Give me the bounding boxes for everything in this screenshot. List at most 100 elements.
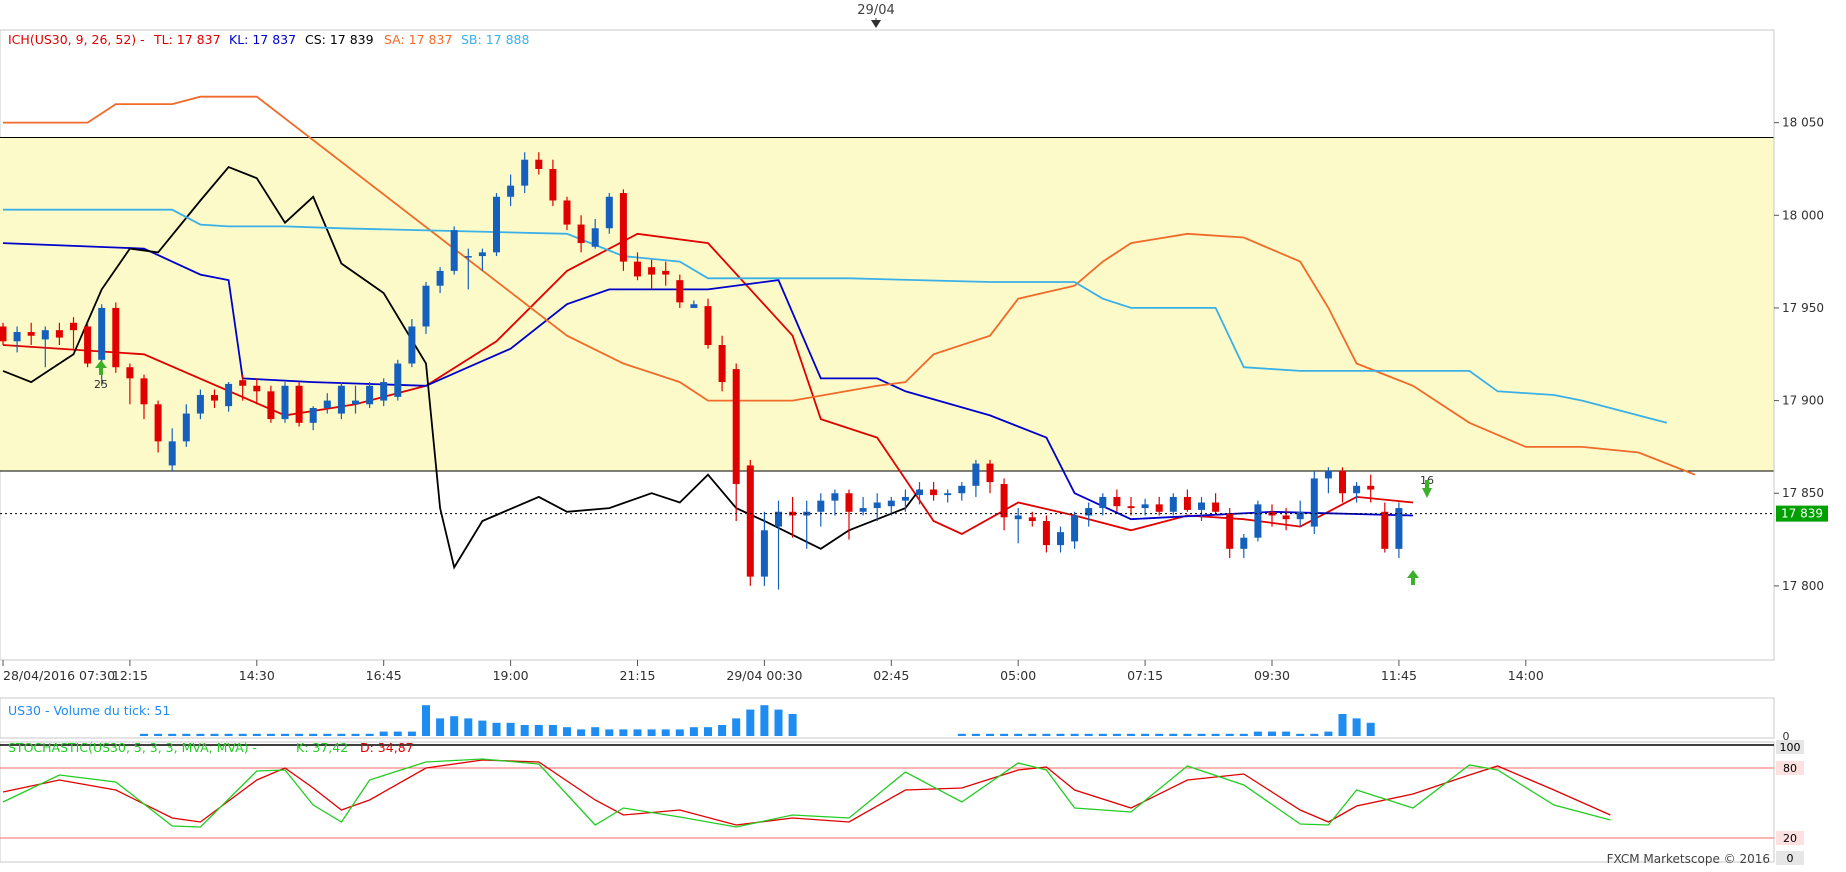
volume-bar bbox=[971, 733, 980, 736]
volume-bar bbox=[760, 705, 769, 736]
candle-body bbox=[605, 196, 613, 229]
senkou_a-line bbox=[3, 95, 1696, 476]
volume-bar bbox=[591, 727, 600, 736]
candle bbox=[84, 322, 92, 368]
candle bbox=[1282, 508, 1290, 531]
volume-bar bbox=[365, 733, 374, 736]
volume-bar bbox=[1042, 733, 1051, 736]
volume-panel[interactable] bbox=[0, 697, 1775, 739]
candle-body bbox=[549, 168, 557, 201]
candle bbox=[253, 378, 261, 405]
volume-bar bbox=[295, 733, 304, 736]
candle-body bbox=[478, 252, 486, 257]
x-tick-label-12: 14:00 bbox=[1508, 668, 1544, 683]
chikou-line bbox=[2, 166, 921, 570]
volume-bar bbox=[1366, 722, 1375, 736]
candle bbox=[901, 489, 909, 512]
candle-body bbox=[634, 261, 641, 277]
volume-bar bbox=[168, 733, 177, 736]
candle bbox=[1042, 515, 1050, 553]
candle bbox=[422, 282, 430, 334]
candle-body bbox=[1339, 471, 1346, 494]
volume-bar bbox=[704, 727, 712, 736]
candle bbox=[535, 152, 543, 175]
volume-bar bbox=[548, 725, 557, 736]
candle bbox=[577, 215, 585, 253]
candle-body bbox=[182, 413, 190, 442]
consolidation-zone bbox=[0, 136, 1774, 472]
candle bbox=[972, 459, 980, 497]
candle bbox=[986, 459, 994, 494]
candle-body bbox=[380, 382, 388, 401]
volume-bar bbox=[281, 733, 289, 736]
candle bbox=[760, 511, 768, 586]
volume-bar bbox=[1268, 731, 1276, 736]
y-tick-label-1: 18 000 bbox=[1782, 208, 1824, 222]
candle bbox=[521, 152, 529, 194]
candle bbox=[1367, 474, 1375, 503]
candle-body bbox=[930, 489, 938, 496]
candle bbox=[605, 193, 613, 234]
signal-label-25: 25 bbox=[94, 378, 108, 391]
volume-bar bbox=[520, 725, 529, 736]
candle-body bbox=[662, 270, 670, 275]
volume-bar bbox=[140, 733, 148, 736]
candle bbox=[126, 363, 134, 405]
candle-body bbox=[704, 306, 712, 345]
x-tick-label-0: 28/04/2016 07:30 bbox=[3, 668, 115, 683]
volume-bar bbox=[154, 733, 163, 736]
volume-bar bbox=[478, 720, 487, 736]
candle-body bbox=[154, 404, 162, 442]
candle-body bbox=[112, 307, 120, 368]
candle bbox=[408, 319, 416, 368]
volume-bar bbox=[1239, 733, 1248, 736]
candle-body bbox=[972, 463, 980, 486]
candle bbox=[1127, 496, 1135, 516]
y-tick-label-2: 17 950 bbox=[1782, 301, 1824, 315]
candle bbox=[507, 174, 515, 207]
candle-body bbox=[1395, 508, 1403, 549]
candle bbox=[394, 359, 402, 401]
candle-body bbox=[140, 378, 148, 405]
candle bbox=[563, 196, 571, 231]
x-tick-label-4: 19:00 bbox=[493, 668, 529, 683]
volume-bar bbox=[563, 727, 571, 736]
candle-body bbox=[1226, 513, 1234, 549]
candle-body bbox=[281, 385, 289, 420]
candle bbox=[662, 261, 670, 286]
candle bbox=[168, 428, 176, 471]
legend-cs: CS: 17 839 bbox=[305, 32, 374, 47]
x-tick-label-3: 16:45 bbox=[366, 668, 402, 683]
candle-body bbox=[1353, 485, 1361, 494]
x-tick-label-6: 29/04 00:30 bbox=[726, 668, 802, 683]
sell-arrow-icon bbox=[1422, 480, 1432, 498]
candle bbox=[1141, 498, 1149, 516]
volume-bar bbox=[689, 727, 698, 736]
volume-bar bbox=[1028, 733, 1037, 736]
candle bbox=[930, 482, 938, 501]
x-tick-label-8: 05:00 bbox=[1000, 668, 1036, 683]
candle bbox=[337, 382, 345, 420]
candle-body bbox=[464, 256, 472, 258]
volume-bar bbox=[1296, 733, 1305, 736]
volume-bar bbox=[1225, 733, 1234, 736]
candle-body bbox=[873, 502, 881, 509]
candle-body bbox=[648, 267, 656, 275]
candle-body bbox=[690, 304, 698, 308]
candle bbox=[323, 393, 331, 414]
candle-body bbox=[845, 493, 853, 512]
stochastic-panel[interactable] bbox=[0, 741, 1775, 863]
candle-body bbox=[817, 500, 825, 512]
current-price-badge bbox=[1776, 505, 1828, 522]
candle bbox=[1324, 467, 1332, 494]
volume-bar bbox=[1155, 733, 1164, 736]
candle bbox=[267, 385, 275, 423]
candle bbox=[140, 374, 148, 420]
x-tick-label-10: 09:30 bbox=[1254, 668, 1290, 683]
candle bbox=[873, 493, 881, 522]
y-tick-label-5: 17 800 bbox=[1782, 579, 1824, 593]
stoch-tick-80: 80 bbox=[1783, 762, 1797, 775]
y-tick-label-0: 18 050 bbox=[1782, 116, 1824, 130]
volume-bar bbox=[309, 733, 318, 736]
